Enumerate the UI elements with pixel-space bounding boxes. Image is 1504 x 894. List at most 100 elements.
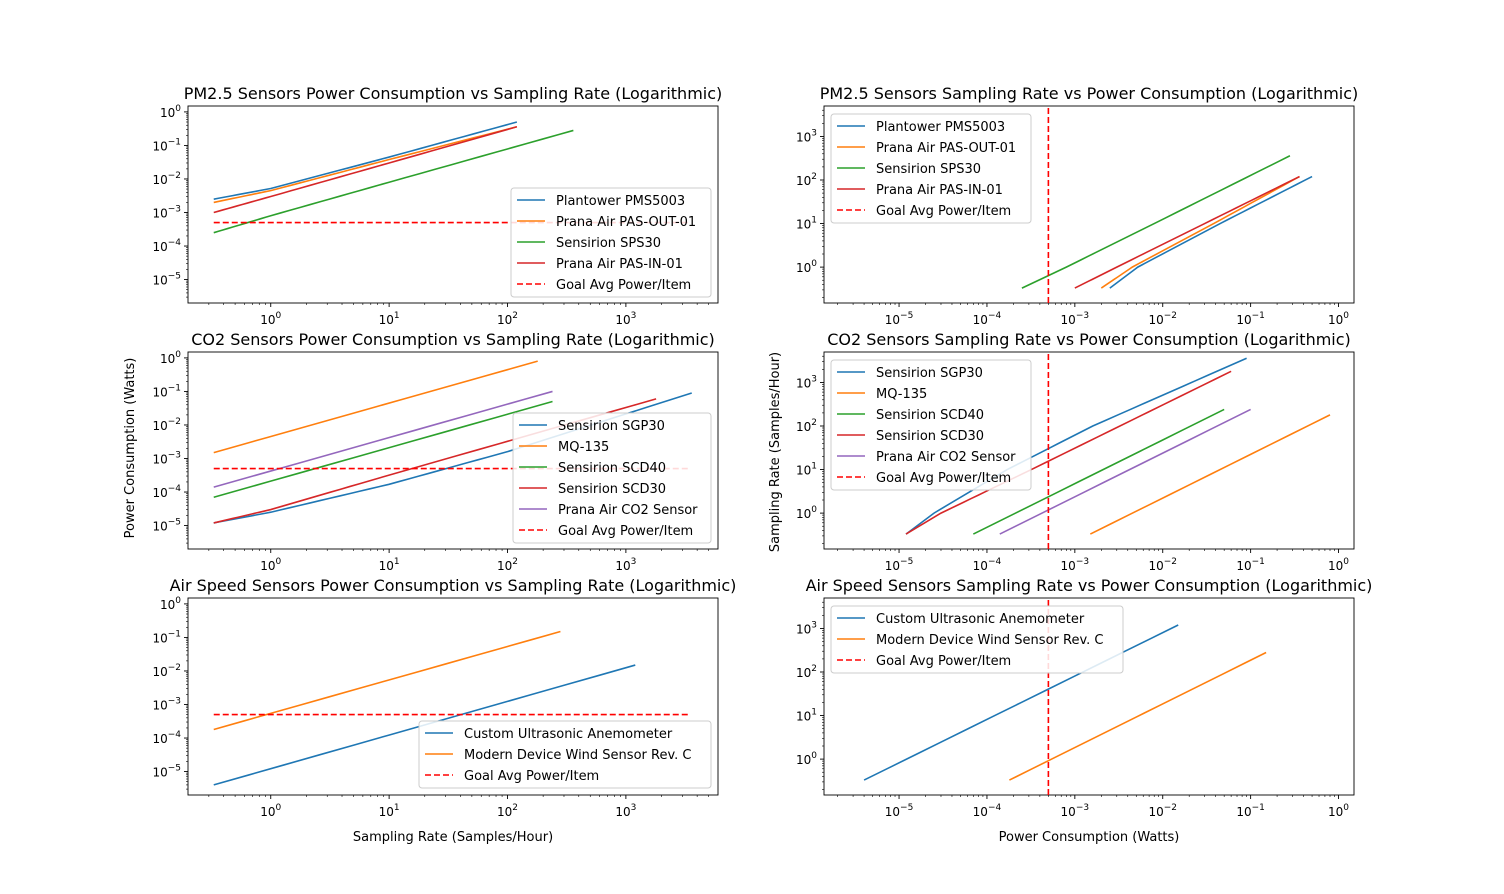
legend-frame <box>830 113 1032 224</box>
legend-label: Sensirion SPS30 <box>556 236 661 251</box>
x-tick-label: 10−1 <box>1236 803 1265 819</box>
legend-label: Plantower PMS5003 <box>876 120 1005 135</box>
x-tick-label: 101 <box>379 803 400 819</box>
subplot-title: CO2 Sensors Sampling Rate vs Power Consu… <box>827 330 1351 349</box>
legend-label: Sensirion SCD30 <box>876 429 984 444</box>
y-tick-label: 10−4 <box>152 238 181 254</box>
legend-label: Goal Avg Power/Item <box>556 278 691 293</box>
legend-label: Modern Device Wind Sensor Rev. C <box>464 748 691 763</box>
legend-label: Prana Air PAS-IN-01 <box>876 183 1003 198</box>
series-group <box>1021 106 1313 303</box>
legend-label: Sensirion SCD40 <box>876 408 984 423</box>
legend-label: Sensirion SPS30 <box>876 162 981 177</box>
x-tick-label: 100 <box>1328 803 1349 819</box>
y-tick-label: 103 <box>796 374 817 390</box>
subplot-5: Air Speed Sensors Power Consumption vs S… <box>152 576 736 819</box>
legend: Custom Ultrasonic Anemometer Modern Devic… <box>830 605 1124 674</box>
x-tick-label: 103 <box>615 557 636 573</box>
y-tick-label: 102 <box>796 664 817 680</box>
y-tick-label: 10−4 <box>152 484 181 500</box>
y-tick-label: 100 <box>796 505 817 521</box>
x-tick-label: 10−4 <box>973 557 1002 573</box>
x-tick-label: 10−4 <box>973 803 1002 819</box>
subplot-title: CO2 Sensors Power Consumption vs Samplin… <box>191 330 715 349</box>
x-tick-label: 10−5 <box>885 803 914 819</box>
x-tick-label: 10−5 <box>885 311 914 327</box>
y-tick-label: 100 <box>796 259 817 275</box>
x-tick-label: 10−3 <box>1061 803 1090 819</box>
y-tick-label: 10−1 <box>152 137 181 153</box>
legend-label: Prana Air PAS-OUT-01 <box>876 141 1016 156</box>
y-tick-label: 102 <box>796 418 817 434</box>
series-line-mq-135 <box>1089 414 1331 535</box>
legend-label: Custom Ultrasonic Anemometer <box>876 612 1085 627</box>
subplot-title: Air Speed Sensors Sampling Rate vs Power… <box>806 576 1373 595</box>
series-line-sensirion-scd40 <box>213 400 553 498</box>
series-line-custom-ultrasonic-anemometer <box>863 624 1179 781</box>
x-tick-label: 102 <box>497 557 518 573</box>
series-line-sensirion-sps30 <box>213 129 574 234</box>
y-tick-label: 100 <box>160 104 181 120</box>
legend-frame <box>510 187 712 298</box>
series-line-plantower-pms5003 <box>1109 175 1313 289</box>
x-tick-label: 10−2 <box>1148 557 1177 573</box>
series-line-prana-air-pas-in-01 <box>213 126 518 214</box>
legend: Plantower PMS5003 Prana Air PAS-OUT-01 Sen… <box>510 187 712 298</box>
right-xlabel: Power Consumption (Watts) <box>999 830 1180 845</box>
y-tick-label: 10−3 <box>152 204 181 220</box>
legend-label: Custom Ultrasonic Anemometer <box>464 727 673 742</box>
x-tick-label: 10−1 <box>1236 311 1265 327</box>
y-tick-label: 10−5 <box>152 764 181 780</box>
y-tick-label: 10−4 <box>152 730 181 746</box>
legend-frame <box>512 412 712 544</box>
legend-label: Sensirion SGP30 <box>876 366 983 381</box>
y-tick-label: 10−2 <box>152 417 181 433</box>
legend-label: Prana Air CO2 Sensor <box>558 503 698 518</box>
x-tick-label: 102 <box>497 803 518 819</box>
legend: Sensirion SGP30 MQ-135 Sensirion SCD40 Sens… <box>830 359 1032 491</box>
minor-ticks <box>186 359 709 551</box>
x-tick-label: 100 <box>1328 311 1349 327</box>
x-tick-label: 10−3 <box>1061 557 1090 573</box>
subplot-4: CO2 Sensors Sampling Rate vs Power Consu… <box>796 330 1355 573</box>
legend-label: MQ-135 <box>876 387 927 402</box>
legend-label: Sensirion SCD40 <box>558 461 666 476</box>
minor-ticks <box>186 113 709 305</box>
legend-frame <box>418 720 712 789</box>
legend-label: Modern Device Wind Sensor Rev. C <box>876 633 1103 648</box>
legend: Plantower PMS5003 Prana Air PAS-OUT-01 Sen… <box>830 113 1032 224</box>
x-tick-label: 10−5 <box>885 557 914 573</box>
subplot-6: Air Speed Sensors Sampling Rate vs Power… <box>796 576 1372 819</box>
legend-label: Prana Air CO2 Sensor <box>876 450 1016 465</box>
legend-label: Goal Avg Power/Item <box>876 471 1011 486</box>
series-line-prana-air-pas-in-01 <box>1074 175 1300 289</box>
series-line-modern-device-wind-sensor-rev-c <box>1009 651 1267 781</box>
minor-ticks <box>822 109 1335 305</box>
series-line-plantower-pms5003 <box>213 121 518 200</box>
minor-ticks <box>186 605 709 797</box>
y-tick-label: 10−2 <box>152 663 181 679</box>
x-tick-label: 103 <box>615 311 636 327</box>
series-line-prana-air-co2-sensor <box>999 408 1251 535</box>
series-line-modern-device-wind-sensor-rev-c <box>213 630 561 731</box>
x-tick-label: 10−4 <box>973 311 1002 327</box>
y-tick-label: 100 <box>796 751 817 767</box>
legend-label: Prana Air PAS-IN-01 <box>556 257 683 272</box>
series-line-prana-air-co2-sensor <box>213 390 553 488</box>
y-tick-label: 10−3 <box>152 450 181 466</box>
subplot-title: Air Speed Sensors Power Consumption vs S… <box>170 576 737 595</box>
series-line-sensirion-scd30 <box>905 370 1232 535</box>
x-tick-label: 101 <box>379 311 400 327</box>
y-tick-label: 10−3 <box>152 696 181 712</box>
y-tick-label: 10−5 <box>152 272 181 288</box>
subplot-2: PM2.5 Sensors Sampling Rate vs Power Con… <box>796 84 1358 327</box>
subplot-1: PM2.5 Sensors Power Consumption vs Sampl… <box>152 84 722 327</box>
y-tick-label: 10−1 <box>152 629 181 645</box>
series-line-mq-135 <box>213 360 538 454</box>
series-group <box>905 352 1331 549</box>
x-tick-label: 100 <box>260 803 281 819</box>
series-line-prana-air-pas-out-01 <box>213 126 518 204</box>
series-line-sensirion-scd40 <box>972 408 1225 535</box>
legend-label: Goal Avg Power/Item <box>876 654 1011 669</box>
legend-label: Goal Avg Power/Item <box>464 769 599 784</box>
